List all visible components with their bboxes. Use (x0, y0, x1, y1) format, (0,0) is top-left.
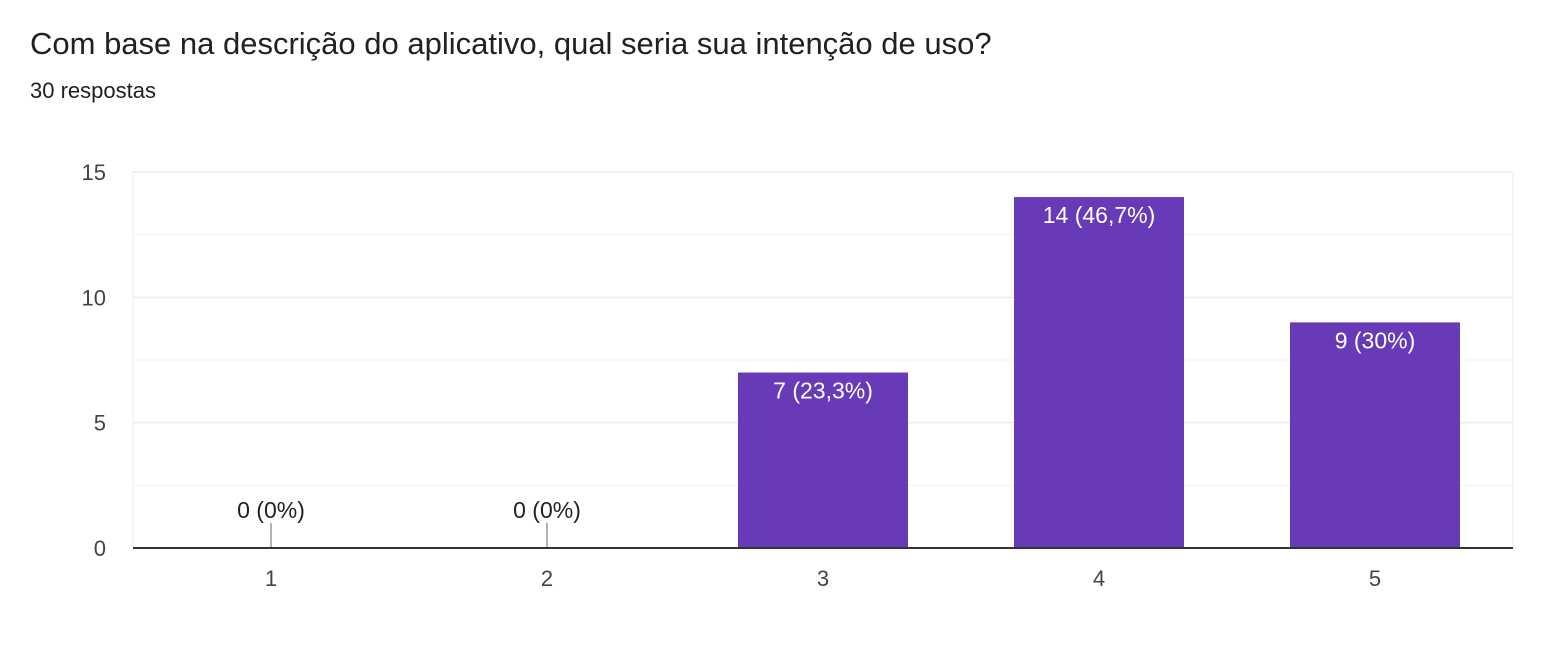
data-label: 7 (23,3%) (773, 378, 873, 404)
x-tick-label: 5 (1369, 566, 1381, 591)
data-label: 0 (0%) (237, 497, 305, 523)
data-label: 9 (30%) (1335, 327, 1416, 353)
x-tick-label: 1 (265, 566, 277, 591)
bar (738, 372, 908, 548)
data-label: 14 (46,7%) (1043, 202, 1156, 228)
x-tick-label: 4 (1093, 566, 1105, 591)
x-tick-label: 2 (541, 566, 553, 591)
response-count: 30 respostas (30, 78, 156, 103)
bar (1290, 322, 1460, 548)
y-tick-label: 15 (82, 160, 106, 185)
y-tick-label: 0 (94, 536, 106, 561)
x-tick-label: 3 (817, 566, 829, 591)
question-title: Com base na descrição do aplicativo, qua… (30, 26, 992, 61)
y-tick-label: 10 (82, 285, 106, 310)
bar (1014, 197, 1184, 549)
y-tick-label: 5 (94, 411, 106, 436)
data-label: 0 (0%) (513, 497, 581, 523)
